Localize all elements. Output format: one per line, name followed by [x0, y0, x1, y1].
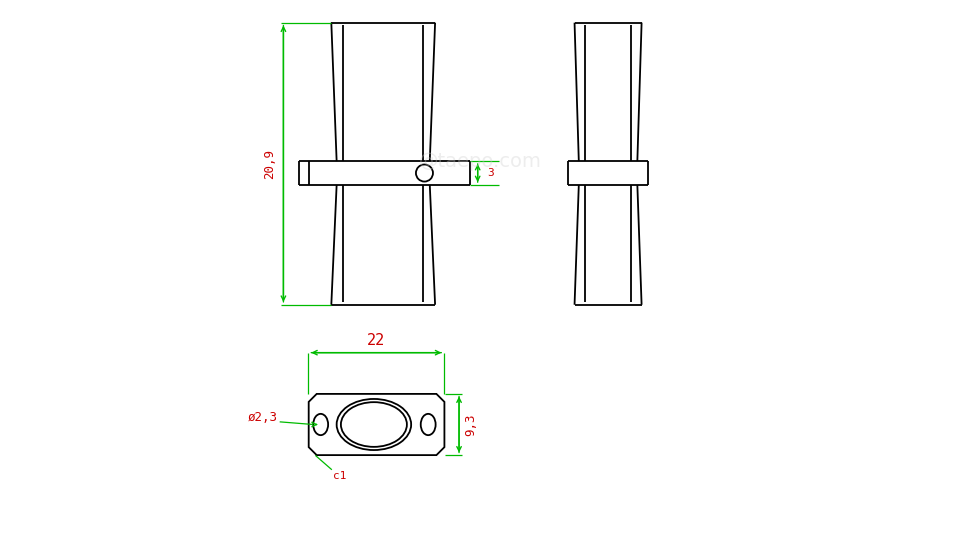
Text: 3: 3: [487, 168, 494, 178]
Text: @taepo.com: @taepo.com: [419, 151, 542, 171]
Text: 22: 22: [367, 333, 385, 348]
Text: ø2,3: ø2,3: [247, 411, 278, 424]
Text: 20,9: 20,9: [264, 149, 276, 179]
Text: c1: c1: [333, 471, 347, 481]
Text: 9,3: 9,3: [465, 413, 477, 435]
